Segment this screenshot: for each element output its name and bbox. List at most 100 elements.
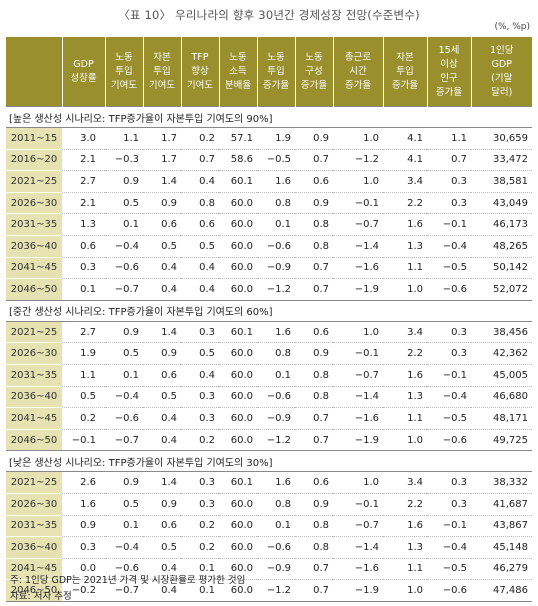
scenario-label: [낮은 생산성 시나리오: TFP증가율이 자본투입 기여도의 30%]	[6, 450, 532, 473]
scenario-header-row: [낮은 생산성 시나리오: TFP증가율이 자본투입 기여도의 30%]	[6, 450, 532, 473]
header-labor-composition-growth: 노동 구성 증가율	[294, 37, 333, 107]
table-row: 2031~35 0.9 0.1 0.6 0.2 60.0 0.1 0.8 −0.7 1.6 −0.1…	[6, 515, 532, 538]
value-cell: 60.1	[219, 321, 257, 344]
value-cell: 1.4	[143, 471, 181, 494]
unit-label: (%, %p)	[494, 22, 530, 32]
header-row: GDP 성장률 노동 투입 기여도 자본 투입 기여도 TFP 향상 기여도 노…	[6, 37, 532, 107]
value-cell: 1.1	[105, 127, 143, 150]
value-cell: 60.1	[219, 170, 257, 193]
value-cell: 0.6	[143, 515, 181, 538]
value-cell: 60.0	[219, 429, 257, 452]
value-cell: 0.3	[181, 321, 219, 344]
table-row: 2041~45 0.0 −0.6 0.4 0.1 60.0 −0.9 0.7 −1.6 1.1 −0…	[6, 558, 532, 581]
value-cell: −0.7	[105, 579, 143, 602]
value-cell: 0.3	[427, 471, 471, 494]
header-hours-growth: 총근로 시간 증가율	[332, 37, 383, 107]
table-title: 〈표 10〉 우리나라의 향후 30년간 경제성장 전망(수준변수)	[118, 8, 420, 22]
value-cell: −1.2	[257, 429, 295, 452]
header-gdp-per-capita: 1인당 GDP (기말 달러)	[470, 37, 532, 107]
value-cell: −0.5	[427, 558, 471, 581]
value-cell: 0.7	[181, 149, 219, 172]
value-cell: −0.7	[333, 213, 383, 236]
period-cell: 2046~50	[6, 278, 62, 301]
value-cell: 2.2	[383, 493, 427, 516]
value-cell: 60.0	[219, 213, 257, 236]
value-cell: 0.4	[181, 257, 219, 280]
value-cell: −1.4	[333, 235, 383, 258]
value-cell: 0.3	[427, 493, 471, 516]
value-cell: 45,005	[471, 364, 532, 387]
value-cell: 0.2	[181, 515, 219, 538]
table-row: 2041~45 0.2 −0.6 0.4 0.3 60.0 −0.9 0.7 −1.6 1.1 −0…	[6, 407, 532, 430]
value-cell: 48,265	[471, 235, 532, 258]
value-cell: −0.6	[257, 536, 295, 559]
value-cell: 1.6	[257, 170, 295, 193]
value-cell: −0.9	[257, 558, 295, 581]
value-cell: 46,680	[471, 386, 532, 409]
value-cell: 0.8	[295, 235, 333, 258]
table-row: 2011~15 3.0 1.1 1.7 0.2 57.1 1.9 0.9 1.0 4.1 1.1 30…	[6, 127, 532, 150]
value-cell: 60.0	[219, 278, 257, 301]
value-cell: 0.1	[105, 213, 143, 236]
value-cell: 0.6	[143, 364, 181, 387]
value-cell: 4.1	[383, 149, 427, 172]
value-cell: 0.1	[257, 213, 295, 236]
scenario-label: [높은 생산성 시나리오: TFP증가율이 자본투입 기여도의 90%]	[6, 106, 532, 128]
value-cell: 60.0	[219, 342, 257, 365]
value-cell: 60.0	[219, 579, 257, 602]
value-cell: 1.1	[383, 257, 427, 280]
value-cell: −0.9	[257, 257, 295, 280]
growth-projection-table: GDP 성장률 노동 투입 기여도 자본 투입 기여도 TFP 향상 기여도 노…	[6, 37, 532, 602]
header-capital-input-growth: 자본 투입 증가율	[382, 37, 427, 107]
value-cell: 58.6	[219, 149, 257, 172]
value-cell: 60.0	[219, 386, 257, 409]
value-cell: 47,486	[471, 579, 532, 602]
value-cell: 1.6	[383, 213, 427, 236]
value-cell: 1.0	[383, 278, 427, 301]
value-cell: 1.7	[143, 127, 181, 150]
value-cell: −0.6	[427, 278, 471, 301]
value-cell: 0.1	[257, 364, 295, 387]
value-cell: 1.1	[62, 364, 105, 387]
value-cell: 0.1	[181, 558, 219, 581]
value-cell: 0.5	[105, 342, 143, 365]
value-cell: 0.8	[295, 386, 333, 409]
scenario-label: [중간 생산성 시나리오: TFP증가율이 자본투입 기여도의 60%]	[6, 299, 532, 322]
value-cell: 60.0	[219, 536, 257, 559]
period-cell: 2021~25	[6, 471, 62, 494]
period-cell: 2041~45	[6, 257, 62, 280]
period-cell: 2046~50	[6, 579, 62, 602]
value-cell: −0.7	[333, 515, 383, 538]
period-cell: 2026~30	[6, 192, 62, 215]
value-cell: −0.4	[105, 536, 143, 559]
value-cell: 0.9	[295, 127, 333, 150]
value-cell: 0.2	[181, 536, 219, 559]
value-cell: 0.7	[295, 558, 333, 581]
value-cell: 0.9	[143, 192, 181, 215]
value-cell: 0.3	[62, 536, 105, 559]
value-cell: −0.6	[427, 429, 471, 452]
table-row: 2021~25 2.7 0.9 1.4 0.3 60.1 1.6 0.6 1.0 3.4 0.3 38…	[6, 321, 532, 344]
table-row: 2021~25 2.6 0.9 1.4 0.3 60.1 1.6 0.6 1.0 3.4 0.3 38…	[6, 471, 532, 494]
value-cell: 60.0	[219, 192, 257, 215]
value-cell: 0.3	[427, 321, 471, 344]
period-cell: 2031~35	[6, 364, 62, 387]
period-cell: 2011~15	[6, 127, 62, 150]
value-cell: 0.5	[181, 342, 219, 365]
value-cell: −0.6	[105, 257, 143, 280]
value-cell: −0.1	[333, 342, 383, 365]
value-cell: 1.3	[383, 386, 427, 409]
period-cell: 2031~35	[6, 213, 62, 236]
value-cell: −0.7	[333, 364, 383, 387]
value-cell: 1.3	[62, 213, 105, 236]
value-cell: 0.7	[295, 149, 333, 172]
value-cell: −0.2	[62, 579, 105, 602]
value-cell: 33,472	[471, 149, 532, 172]
value-cell: 3.4	[383, 321, 427, 344]
value-cell: 0.9	[143, 493, 181, 516]
value-cell: −1.2	[257, 579, 295, 602]
value-cell: 0.9	[295, 192, 333, 215]
table-header: GDP 성장률 노동 투입 기여도 자본 투입 기여도 TFP 향상 기여도 노…	[6, 37, 532, 107]
value-cell: 0.1	[105, 515, 143, 538]
value-cell: 0.4	[143, 579, 181, 602]
